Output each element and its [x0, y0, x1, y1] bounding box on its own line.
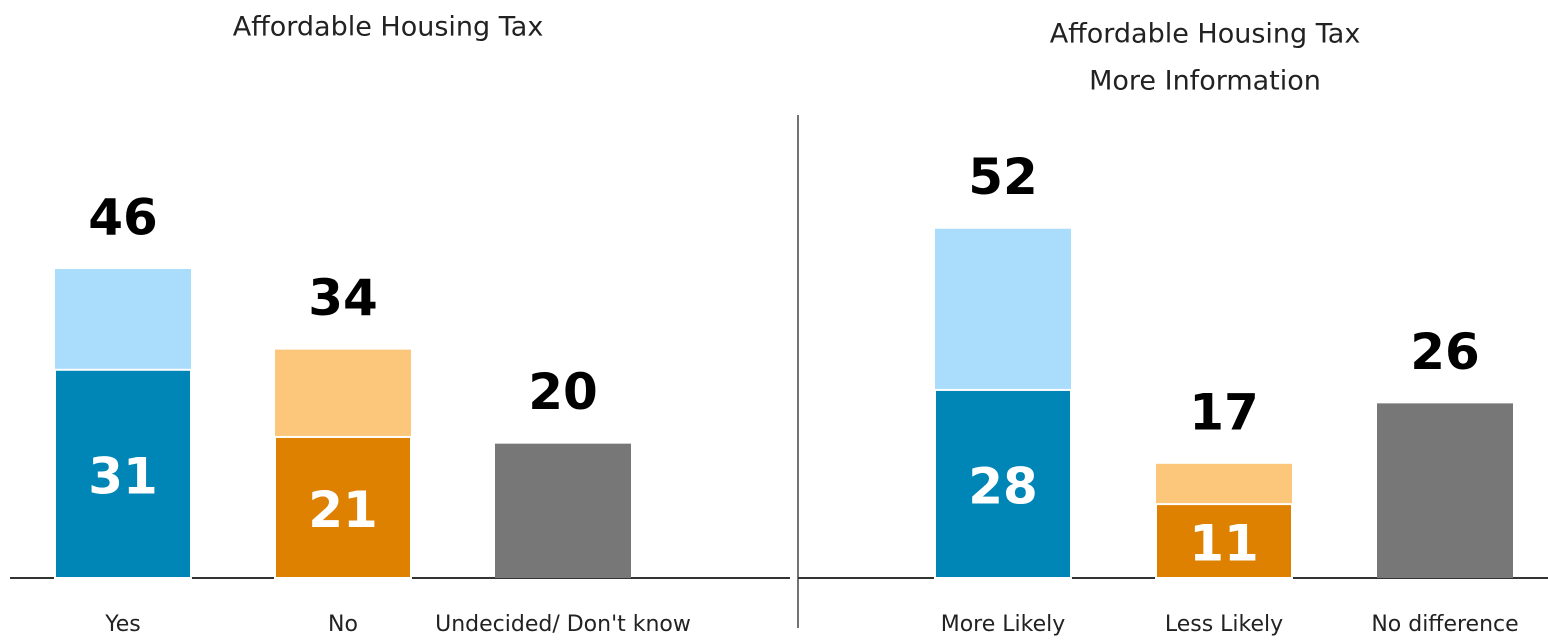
x-tick-label: No [328, 612, 358, 637]
bar [1155, 503, 1293, 579]
total-label: 20 [528, 363, 598, 421]
x-tick-label: Yes [104, 612, 141, 637]
total-label: 34 [308, 269, 378, 327]
bar [274, 435, 412, 580]
total-label: 17 [1189, 383, 1259, 441]
x-tick-label: Undecided/ Don't know [435, 612, 691, 637]
total-label: 26 [1410, 323, 1480, 381]
bar [1377, 403, 1513, 578]
bar [934, 388, 1072, 579]
x-tick-label: No difference [1371, 612, 1518, 637]
x-tick-label: Less Likely [1165, 612, 1283, 637]
value-label: 31 [88, 447, 158, 505]
bar [495, 443, 631, 578]
chart-title: Affordable Housing Tax [1050, 19, 1361, 50]
x-tick-label: More Likely [941, 612, 1066, 637]
bar [54, 368, 192, 579]
total-label: 52 [968, 148, 1038, 206]
value-label: 28 [968, 457, 1038, 515]
chart-title: More Information [1089, 66, 1321, 97]
total-label: 46 [88, 189, 158, 247]
value-label: 21 [308, 481, 378, 539]
value-label: 11 [1189, 515, 1259, 573]
chart-title: Affordable Housing Tax [233, 12, 544, 43]
